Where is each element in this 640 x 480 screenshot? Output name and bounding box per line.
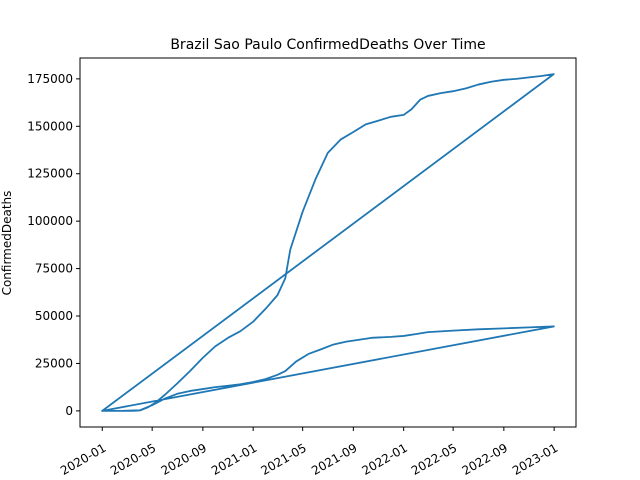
y-tick-label: 0: [65, 404, 73, 418]
x-tick-label: 2022-05: [409, 441, 459, 478]
x-tick-label: 2020-01: [58, 441, 108, 478]
x-tick-label: 2020-09: [159, 441, 209, 478]
x-tick-label: 2022-09: [460, 441, 510, 478]
plot-area: 0 25000 50000 75000 100000 125000 150000 175000…: [27, 72, 560, 478]
y-tick-label: 100000: [27, 214, 73, 228]
y-tick-label: 150000: [27, 119, 73, 133]
y-tick-label: 50000: [35, 309, 73, 323]
chart-title: Brazil Sao Paulo ConfirmedDeaths Over Ti…: [170, 37, 485, 53]
y-tick-label: 75000: [35, 262, 73, 276]
x-tick-label: 2021-05: [258, 441, 308, 478]
x-tick-label: 2023-01: [510, 441, 560, 478]
plot-frame: [79, 57, 577, 428]
x-tick-label: 2022-01: [359, 441, 409, 478]
y-tick-label: 25000: [35, 356, 73, 370]
x-tick-label: 2020-05: [108, 441, 158, 478]
y-axis-label: ConfirmedDeaths: [0, 191, 14, 296]
x-tick-label: 2021-09: [309, 441, 359, 478]
x-tick-label: 2021-01: [209, 441, 259, 478]
y-tick-label: 175000: [27, 72, 73, 86]
y-tick-label: 125000: [27, 167, 73, 181]
series-line: [101, 73, 555, 412]
